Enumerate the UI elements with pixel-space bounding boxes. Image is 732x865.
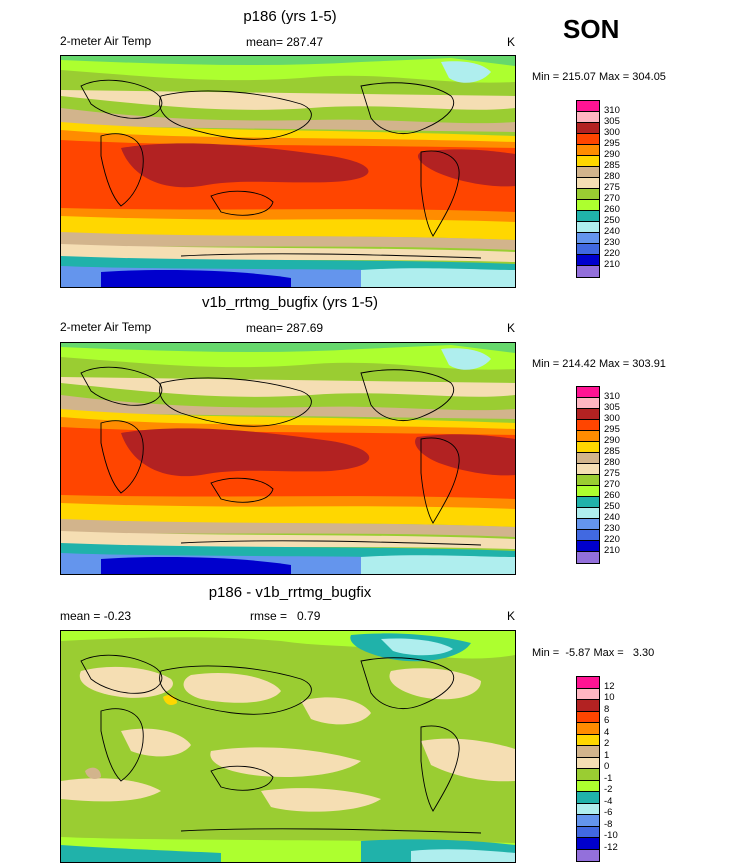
panel-1-map-field xyxy=(61,56,515,287)
panel-2-legend-tick: 230 xyxy=(604,523,620,534)
panel-1-mean-label: mean= 287.47 xyxy=(246,35,324,49)
panel-2-legend-tick: 280 xyxy=(604,457,620,468)
panel-3-units-label: K xyxy=(507,609,516,623)
panel-3-legend-tick: 4 xyxy=(604,727,610,738)
panel-3-mean-label: mean = -0.23 xyxy=(60,609,132,623)
panel-3-minmax-label: Min = -5.87 Max = 3.30 xyxy=(532,647,655,659)
panel-2-variable-label: 2-meter Air Temp xyxy=(60,320,152,334)
panel-2-legend-tick: 275 xyxy=(604,468,620,479)
panel-2-map xyxy=(60,342,516,575)
panel-1-legend-tick: 290 xyxy=(604,149,620,160)
panel-3-map-field xyxy=(61,631,515,862)
panel-1-legend-tick: 260 xyxy=(604,204,620,215)
season-label: SON xyxy=(563,14,620,44)
panel-3-legend-tick: -12 xyxy=(604,842,618,853)
panel-2-legend-tick: 305 xyxy=(604,402,620,413)
panel-1-legend-tick: 220 xyxy=(604,248,620,259)
panel-3-legend-tick: -1 xyxy=(604,773,613,784)
panel-2-legend-tick: 285 xyxy=(604,446,620,457)
panel-2-legend-tick: 290 xyxy=(604,435,620,446)
panel-1-legend-tick: 310 xyxy=(604,105,620,116)
panel-1-legend-tick: 275 xyxy=(604,182,620,193)
panel-3-legend-tick: 8 xyxy=(604,704,610,715)
panel-2-map-field xyxy=(61,343,515,574)
panel-2-legend-tick: 295 xyxy=(604,424,620,435)
panel-3-legend-tick: -2 xyxy=(604,784,613,795)
panel-3-title: p186 - v1b_rrtmg_bugfix xyxy=(208,584,372,601)
panel-1-legend-tick: 305 xyxy=(604,116,620,127)
panel-2-legend-tick: 220 xyxy=(604,534,620,545)
panel-2-mean-label: mean= 287.69 xyxy=(246,321,324,335)
panel-3-legend-tick: -8 xyxy=(604,819,613,830)
panel-1-legend-tick: 210 xyxy=(604,259,620,270)
panel-2-units-label: K xyxy=(507,321,516,335)
panel-1-legend-tick: 250 xyxy=(604,215,620,226)
panel-3-legend-tick: 12 xyxy=(604,681,615,692)
panel-2-legend-tick: 300 xyxy=(604,413,620,424)
panel-1-variable-label: 2-meter Air Temp xyxy=(60,34,152,48)
panel-2-legend-tick: 270 xyxy=(604,479,620,490)
panel-2-title: v1b_rrtmg_bugfix (yrs 1-5) xyxy=(202,294,378,311)
panel-1-legend-tick: 285 xyxy=(604,160,620,171)
panel-1-map xyxy=(60,55,516,288)
panel-3-legend-tick: -10 xyxy=(604,830,618,841)
panel-1-title: p186 (yrs 1-5) xyxy=(243,8,337,25)
panel-3-legend-tick: 1 xyxy=(604,750,610,761)
panel-2-legend-tick: 210 xyxy=(604,545,620,556)
panel-2-legend-tick: 250 xyxy=(604,501,620,512)
panel-2-legend-tick: 260 xyxy=(604,490,620,501)
panel-1-legend xyxy=(576,100,600,278)
panel-1-legend-tick: 300 xyxy=(604,127,620,138)
panel-3-legend xyxy=(576,676,600,862)
panel-3-legend-tick: -4 xyxy=(604,796,613,807)
panel-3-rmse-label: rmse = 0.79 xyxy=(250,609,321,623)
panel-1-units-label: K xyxy=(507,35,516,49)
panel-1-legend-tick: 230 xyxy=(604,237,620,248)
panel-1-legend-tick: 240 xyxy=(604,226,620,237)
panel-2-legend-tick: 240 xyxy=(604,512,620,523)
panel-2-legend-tick: 310 xyxy=(604,391,620,402)
panel-1-minmax-label: Min = 215.07 Max = 304.05 xyxy=(532,71,666,83)
panel-1-legend-tick: 280 xyxy=(604,171,620,182)
panel-3-legend-tick: 6 xyxy=(604,715,610,726)
panel-3-map xyxy=(60,630,516,863)
panel-2-minmax-label: Min = 214.42 Max = 303.91 xyxy=(532,358,666,370)
panel-3-legend-tick: 2 xyxy=(604,738,610,749)
panel-3-legend-tick: -6 xyxy=(604,807,613,818)
panel-3-legend-tick: 0 xyxy=(604,761,610,772)
panel-2-legend xyxy=(576,386,600,564)
panel-1-legend-tick: 270 xyxy=(604,193,620,204)
panel-3-legend-tick: 10 xyxy=(604,692,615,703)
panel-1-legend-tick: 295 xyxy=(604,138,620,149)
